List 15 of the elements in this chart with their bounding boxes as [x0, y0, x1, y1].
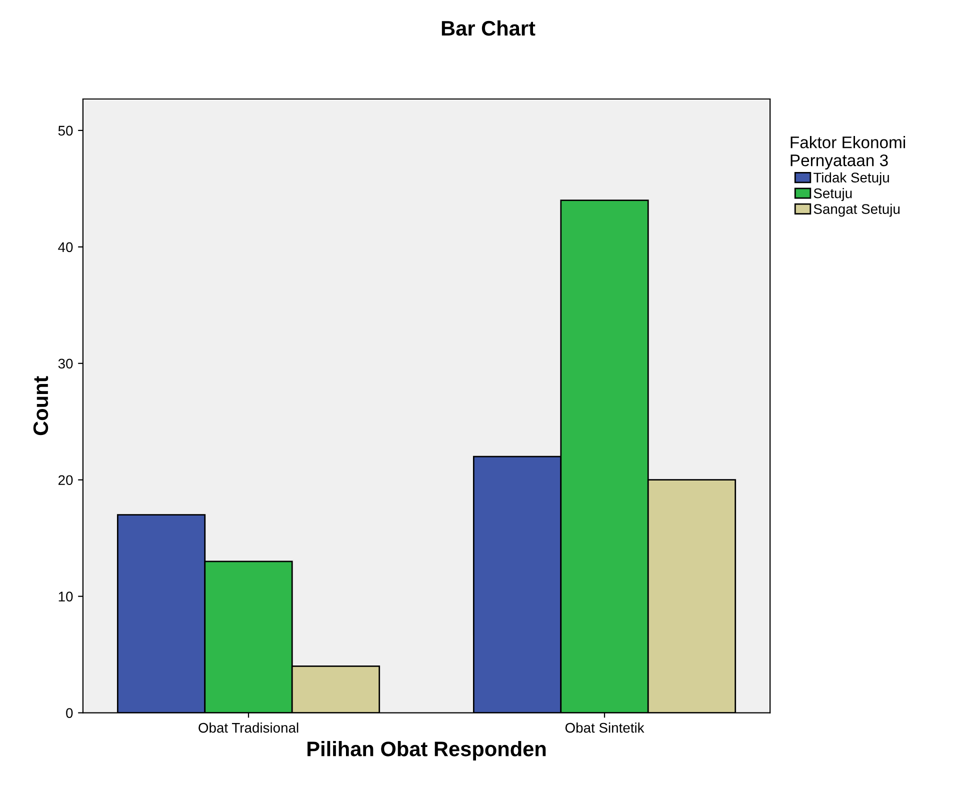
y-tick-label: 40 — [58, 242, 73, 252]
legend-title: Faktor Ekonomi Pernyataan 3 — [790, 136, 906, 170]
y-tick-label: 50 — [58, 126, 73, 136]
x-tick-label: Obat Tradisional — [198, 722, 298, 733]
chart-title: Bar Chart — [442, 20, 536, 36]
x-tick-label: Obat Sintetik — [565, 722, 644, 733]
y-tick-label: 30 — [58, 358, 73, 369]
x-axis-title: Pilihan Obat Responden — [308, 741, 546, 760]
y-axis-title: Count — [33, 376, 48, 436]
legend-label: Sangat Setuju — [814, 204, 900, 217]
legend-label: Tidak Setuju — [814, 172, 889, 186]
y-tick-label: 0 — [66, 708, 73, 718]
y-tick-label: 10 — [58, 592, 73, 602]
legend-label: Setuju — [814, 188, 852, 201]
y-tick-label: 20 — [58, 475, 73, 486]
